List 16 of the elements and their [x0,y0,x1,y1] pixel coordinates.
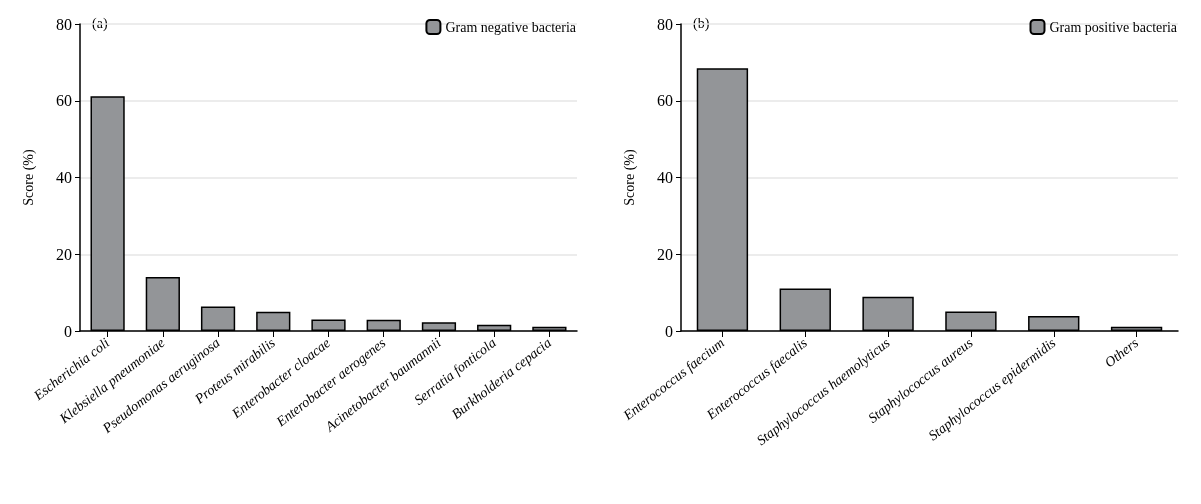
legend-label: Gram positive bacteria [1049,19,1178,35]
y-tick-label: 40 [56,169,72,186]
y-tick-label: 80 [656,15,673,33]
legend-label: Gram negative bacteria [445,19,577,35]
y-tick-label: 40 [656,169,673,186]
y-axis-title: Score (%) [621,148,637,206]
y-tick-label: 20 [656,245,673,263]
annotation: (b) [692,15,710,32]
y-tick-label: 0 [664,322,673,340]
y-tick-label: 60 [56,92,72,110]
annotation: (a) [92,15,108,32]
y-tick-label: 60 [656,92,673,110]
y-tick-label: 20 [56,245,72,263]
y-tick-label: 0 [64,322,72,340]
y-tick-label: 80 [56,15,72,33]
y-axis-title: Score (%) [20,148,37,206]
